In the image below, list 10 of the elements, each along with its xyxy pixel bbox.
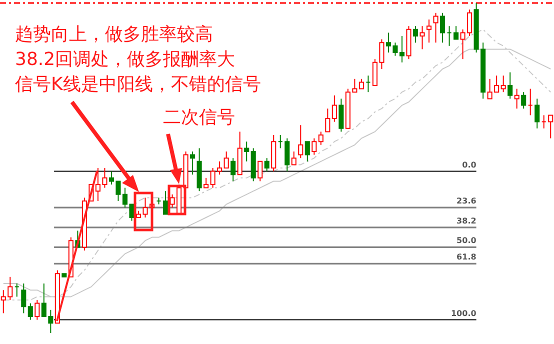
annotation: 信号K线是中阳线，不错的信号 — [15, 74, 261, 95]
annotation: 趋势向上，做多胜率较高 — [15, 24, 213, 45]
annotation: 61.8 — [456, 252, 477, 262]
annotation: 50.0 — [456, 236, 477, 246]
annotation: 23.6 — [456, 196, 477, 206]
annotation: 38.2回调处，做多报酬率大 — [15, 49, 236, 70]
annotation: 二次信号 — [163, 107, 235, 128]
annotation: 100.0 — [450, 308, 477, 318]
annotation: 0.0 — [462, 160, 477, 170]
annotation: 38.2 — [456, 216, 476, 226]
